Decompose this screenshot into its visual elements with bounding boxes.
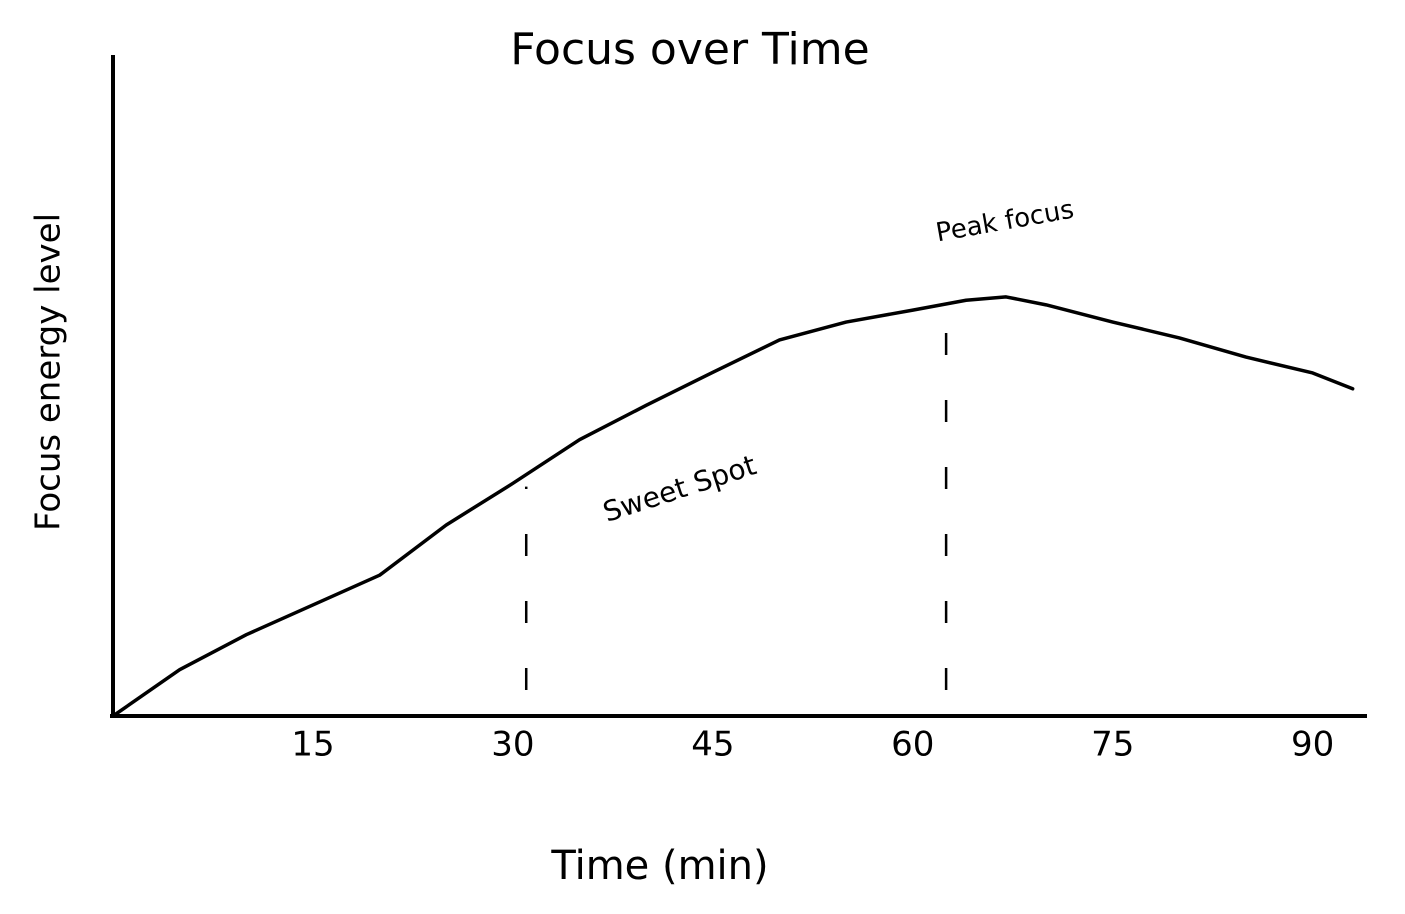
data-line bbox=[111, 295, 1355, 718]
x-tick-label: 45 bbox=[691, 725, 734, 765]
y-axis-label: Focus energy level bbox=[29, 213, 69, 531]
x-tick-label: 75 bbox=[1091, 725, 1134, 765]
x-tick-label: 90 bbox=[1291, 725, 1334, 765]
x-tick-label: 60 bbox=[891, 725, 934, 765]
x-axis-label: Time (min) bbox=[550, 843, 768, 889]
chart-title: Focus over Time bbox=[510, 24, 869, 75]
x-tick-label: 30 bbox=[491, 725, 534, 765]
x-tick-label: 15 bbox=[291, 725, 334, 765]
annotation: Sweet Spot bbox=[599, 448, 760, 528]
annotation: Peak focus bbox=[934, 195, 1076, 249]
